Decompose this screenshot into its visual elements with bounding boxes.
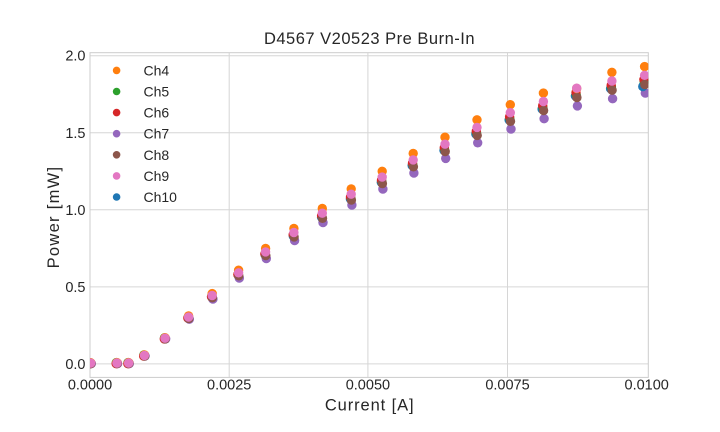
svg-text:1.0: 1.0 — [65, 203, 85, 219]
svg-text:Ch7: Ch7 — [144, 126, 170, 142]
svg-text:Ch8: Ch8 — [144, 147, 170, 163]
svg-text:0.0100: 0.0100 — [625, 378, 669, 394]
svg-text:Ch9: Ch9 — [144, 168, 170, 184]
svg-text:Ch4: Ch4 — [144, 62, 170, 78]
svg-text:0.0000: 0.0000 — [68, 378, 112, 394]
svg-text:Ch6: Ch6 — [144, 105, 170, 121]
svg-text:0.0: 0.0 — [65, 357, 85, 373]
svg-text:2.0: 2.0 — [65, 49, 85, 65]
svg-text:0.0025: 0.0025 — [207, 378, 251, 394]
svg-text:Ch5: Ch5 — [144, 84, 170, 100]
svg-text:0.5: 0.5 — [65, 280, 85, 296]
svg-text:D4567 V20523 Pre Burn-In: D4567 V20523 Pre Burn-In — [264, 30, 475, 48]
svg-text:Power [mW]: Power [mW] — [45, 166, 63, 269]
svg-text:1.5: 1.5 — [65, 126, 85, 142]
svg-text:Current [A]: Current [A] — [325, 397, 415, 415]
svg-text:0.0050: 0.0050 — [346, 378, 390, 394]
svg-text:0.0075: 0.0075 — [485, 378, 529, 394]
svg-text:Ch10: Ch10 — [144, 189, 178, 205]
